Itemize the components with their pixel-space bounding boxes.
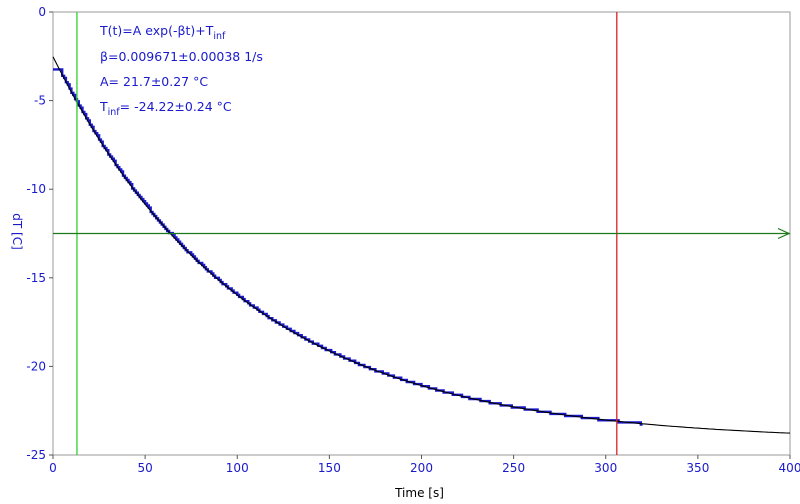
measured-data-line: [53, 68, 643, 426]
y-tick-label: 0: [38, 5, 46, 19]
x-tick-label: 100: [226, 461, 249, 475]
y-tick-label: -15: [26, 271, 46, 285]
x-tick-label: 0: [49, 461, 57, 475]
y-tick-label: -25: [26, 448, 46, 462]
threshold-arrow: [777, 227, 791, 240]
y-tick-label: -10: [26, 182, 46, 196]
cursors: [53, 12, 791, 455]
y-tick-label: -20: [26, 359, 46, 373]
x-tick-label: 150: [318, 461, 341, 475]
x-tick-label: 50: [137, 461, 152, 475]
x-tick-label: 400: [779, 461, 800, 475]
annotation-beta: β=0.009671±0.00038 1/s: [100, 49, 263, 64]
fit-annotation: T(t)=A exp(-βt)+Tinf β=0.009671±0.00038 …: [99, 23, 263, 118]
curves: [52, 56, 791, 434]
y-tick-label: -5: [34, 94, 46, 108]
axes: 0 50 100 150 200 250 300 350 400 0 -5 -10 -15 -20 -25 T…: [10, 5, 800, 500]
x-tick-label: 300: [594, 461, 617, 475]
x-axis-title: Time [s]: [394, 486, 444, 500]
y-axis-title: dT [C]: [10, 213, 24, 250]
x-tick-label: 250: [502, 461, 525, 475]
x-tick-label: 200: [410, 461, 433, 475]
annotation-formula: T(t)=A exp(-βt)+Tinf: [99, 23, 226, 42]
annotation-amplitude: A= 21.7±0.27 °C: [100, 74, 208, 89]
x-tick-label: 350: [686, 461, 709, 475]
annotation-tinf: Tinf= -24.22±0.24 °C: [99, 99, 232, 118]
fit-curve-line: [52, 56, 791, 434]
